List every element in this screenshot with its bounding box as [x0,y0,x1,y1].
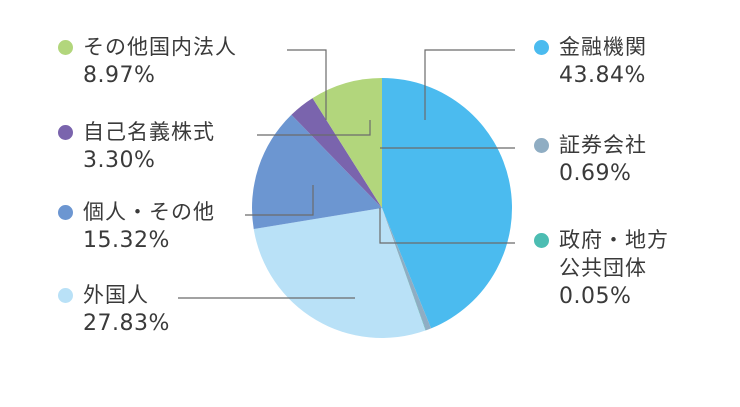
slice-name: 政府・地方 [534,226,669,254]
legend-label-foreign-investors: 外国人 27.83% [58,281,170,339]
pie-slice-government [382,208,426,331]
slice-name: 個人・その他 [58,198,215,226]
leader-line-financial-institutions [424,49,515,120]
leader-line-government [379,208,515,244]
slice-value: 43.84% [559,63,646,88]
legend-label-individuals-other: 個人・その他 15.32% [58,198,215,256]
slice-name: 金融機関 [534,33,647,61]
pie-slice-foreign-investors [253,208,426,339]
legend-dot [58,40,73,55]
legend-dot [534,40,549,55]
slice-name: 公共団体 [559,256,647,280]
leader-line-other-domestic-corporations [287,49,327,120]
slice-value: 0.05% [559,284,632,309]
leader-line-treasury-stock [257,120,371,136]
legend-label-financial-institutions: 金融機関 43.84% [534,33,647,91]
slice-value: 27.83% [83,311,170,336]
slice-name: 証券会社 [534,131,647,159]
slice-value: 3.30% [83,148,156,173]
legend-dot [534,233,549,248]
legend-label-government: 政府・地方 公共団体 0.05% [534,226,669,312]
pie-slice-treasury-stock [291,98,382,208]
slice-value: 8.97% [83,63,156,88]
legend-dot [534,138,549,153]
slice-name: 外国人 [58,281,170,309]
legend-dot [58,125,73,140]
legend-dot [58,205,73,220]
legend-label-treasury-stock: 自己名義株式 3.30% [58,118,215,176]
slice-name: その他国内法人 [58,33,237,61]
slice-name: 自己名義株式 [58,118,215,146]
pie-slice-securities-companies [382,208,432,331]
pie-slice-other-domestic-corporations [312,78,382,208]
slice-value: 15.32% [83,228,170,253]
legend-label-other-domestic-corporations: その他国内法人 8.97% [58,33,237,91]
legend-label-securities-companies: 証券会社 0.69% [534,131,647,189]
pie-slice-financial-institutions [382,78,512,329]
slice-value: 0.69% [559,161,632,186]
pie-slice-individuals-other [252,114,382,230]
legend-dot [58,288,73,303]
leader-line-individuals-other [245,185,314,216]
